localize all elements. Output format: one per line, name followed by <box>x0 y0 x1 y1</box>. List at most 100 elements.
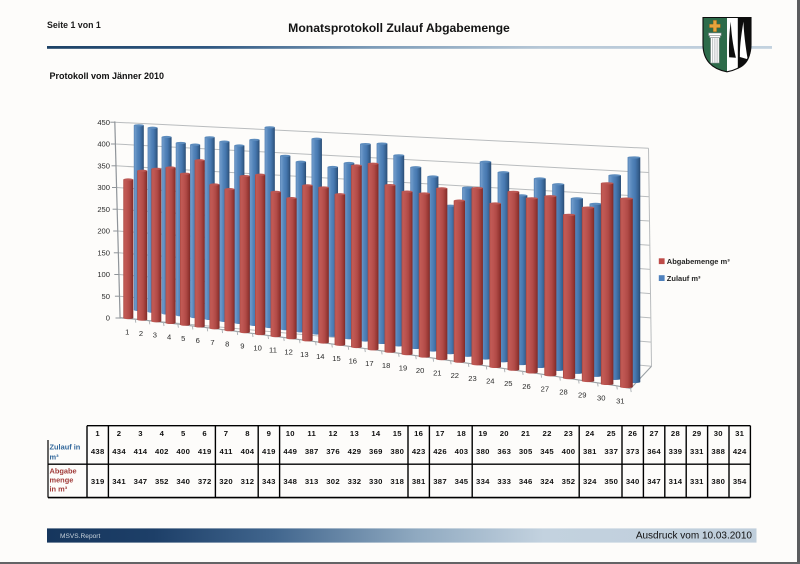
svg-text:414: 414 <box>134 447 148 456</box>
svg-text:348: 348 <box>283 477 297 486</box>
svg-text:373: 373 <box>626 447 640 456</box>
svg-text:314: 314 <box>669 477 683 486</box>
svg-text:15: 15 <box>332 354 340 363</box>
svg-text:16: 16 <box>349 357 357 366</box>
svg-text:331: 331 <box>690 477 704 486</box>
svg-text:363: 363 <box>497 447 511 456</box>
svg-text:23: 23 <box>468 374 476 383</box>
svg-text:15: 15 <box>393 429 403 438</box>
svg-text:434: 434 <box>112 447 126 456</box>
svg-text:388: 388 <box>711 447 725 456</box>
svg-text:400: 400 <box>176 447 190 456</box>
svg-text:324: 324 <box>583 477 597 486</box>
svg-text:27: 27 <box>541 385 549 394</box>
svg-text:MSVS.Report: MSVS.Report <box>60 533 100 540</box>
svg-text:17: 17 <box>365 359 373 368</box>
svg-text:4: 4 <box>160 429 165 438</box>
svg-text:m³: m³ <box>50 453 60 462</box>
svg-text:18: 18 <box>382 361 390 370</box>
svg-text:0: 0 <box>106 314 110 323</box>
svg-text:345: 345 <box>455 477 469 486</box>
svg-text:6: 6 <box>202 429 207 438</box>
svg-text:13: 13 <box>350 429 359 438</box>
svg-text:302: 302 <box>326 477 340 486</box>
svg-text:3: 3 <box>153 331 157 340</box>
svg-text:19: 19 <box>399 364 407 373</box>
svg-text:22: 22 <box>451 371 459 380</box>
svg-text:300: 300 <box>97 183 110 192</box>
svg-text:25: 25 <box>607 429 617 438</box>
svg-text:23: 23 <box>564 429 573 438</box>
svg-text:354: 354 <box>733 477 747 486</box>
svg-text:429: 429 <box>348 447 362 456</box>
svg-text:339: 339 <box>669 447 683 456</box>
svg-text:340: 340 <box>626 477 640 486</box>
svg-text:402: 402 <box>155 447 169 456</box>
svg-text:24: 24 <box>585 429 595 438</box>
svg-text:350: 350 <box>604 477 618 486</box>
svg-text:352: 352 <box>155 477 169 486</box>
svg-text:11: 11 <box>307 429 316 438</box>
svg-text:31: 31 <box>735 429 745 438</box>
svg-text:200: 200 <box>97 227 110 236</box>
svg-text:21: 21 <box>433 369 441 378</box>
svg-text:423: 423 <box>412 447 426 456</box>
svg-text:50: 50 <box>102 292 110 301</box>
svg-text:31: 31 <box>616 397 624 406</box>
svg-text:330: 330 <box>369 477 383 486</box>
svg-text:340: 340 <box>176 477 190 486</box>
svg-text:29: 29 <box>692 429 701 438</box>
svg-text:14: 14 <box>371 429 381 438</box>
svg-text:6: 6 <box>196 336 200 345</box>
svg-text:364: 364 <box>647 447 661 456</box>
svg-text:333: 333 <box>497 477 511 486</box>
svg-text:381: 381 <box>412 477 426 486</box>
svg-text:28: 28 <box>671 429 681 438</box>
svg-text:352: 352 <box>562 477 576 486</box>
svg-text:3: 3 <box>138 429 143 438</box>
svg-text:347: 347 <box>134 477 148 486</box>
svg-text:21: 21 <box>521 429 531 438</box>
svg-text:18: 18 <box>457 429 467 438</box>
svg-text:Ausdruck vom 10.03.2010: Ausdruck vom 10.03.2010 <box>636 531 753 542</box>
svg-text:8: 8 <box>245 429 250 438</box>
svg-text:341: 341 <box>112 477 126 486</box>
svg-text:400: 400 <box>97 140 110 149</box>
svg-text:Zulauf m³: Zulauf m³ <box>667 274 701 283</box>
svg-text:449: 449 <box>283 447 297 456</box>
svg-text:16: 16 <box>414 429 423 438</box>
svg-text:11: 11 <box>269 346 277 355</box>
svg-text:10: 10 <box>253 344 261 353</box>
svg-text:12: 12 <box>329 429 338 438</box>
svg-text:2: 2 <box>139 329 143 338</box>
svg-text:7: 7 <box>224 429 229 438</box>
svg-text:387: 387 <box>433 477 447 486</box>
svg-text:324: 324 <box>540 477 554 486</box>
svg-text:13: 13 <box>300 350 308 359</box>
svg-text:9: 9 <box>240 342 244 351</box>
svg-text:5: 5 <box>181 334 185 343</box>
svg-text:438: 438 <box>91 447 105 456</box>
svg-text:20: 20 <box>416 366 424 375</box>
svg-text:26: 26 <box>628 429 637 438</box>
svg-text:in m³: in m³ <box>50 485 68 494</box>
svg-text:313: 313 <box>305 477 319 486</box>
svg-text:387: 387 <box>305 447 319 456</box>
svg-text:25: 25 <box>504 379 512 388</box>
svg-text:28: 28 <box>559 388 567 397</box>
svg-text:426: 426 <box>433 447 447 456</box>
svg-text:331: 331 <box>690 447 704 456</box>
svg-text:30: 30 <box>597 394 605 403</box>
svg-text:424: 424 <box>733 447 747 456</box>
svg-text:10: 10 <box>286 429 295 438</box>
svg-text:369: 369 <box>369 447 383 456</box>
svg-text:1: 1 <box>95 429 100 438</box>
svg-text:318: 318 <box>390 477 404 486</box>
svg-text:332: 332 <box>348 477 362 486</box>
svg-text:372: 372 <box>198 477 212 486</box>
svg-text:26: 26 <box>522 382 530 391</box>
svg-text:8: 8 <box>225 340 229 349</box>
svg-text:menge: menge <box>50 476 74 485</box>
svg-text:400: 400 <box>562 447 576 456</box>
svg-text:337: 337 <box>604 447 618 456</box>
